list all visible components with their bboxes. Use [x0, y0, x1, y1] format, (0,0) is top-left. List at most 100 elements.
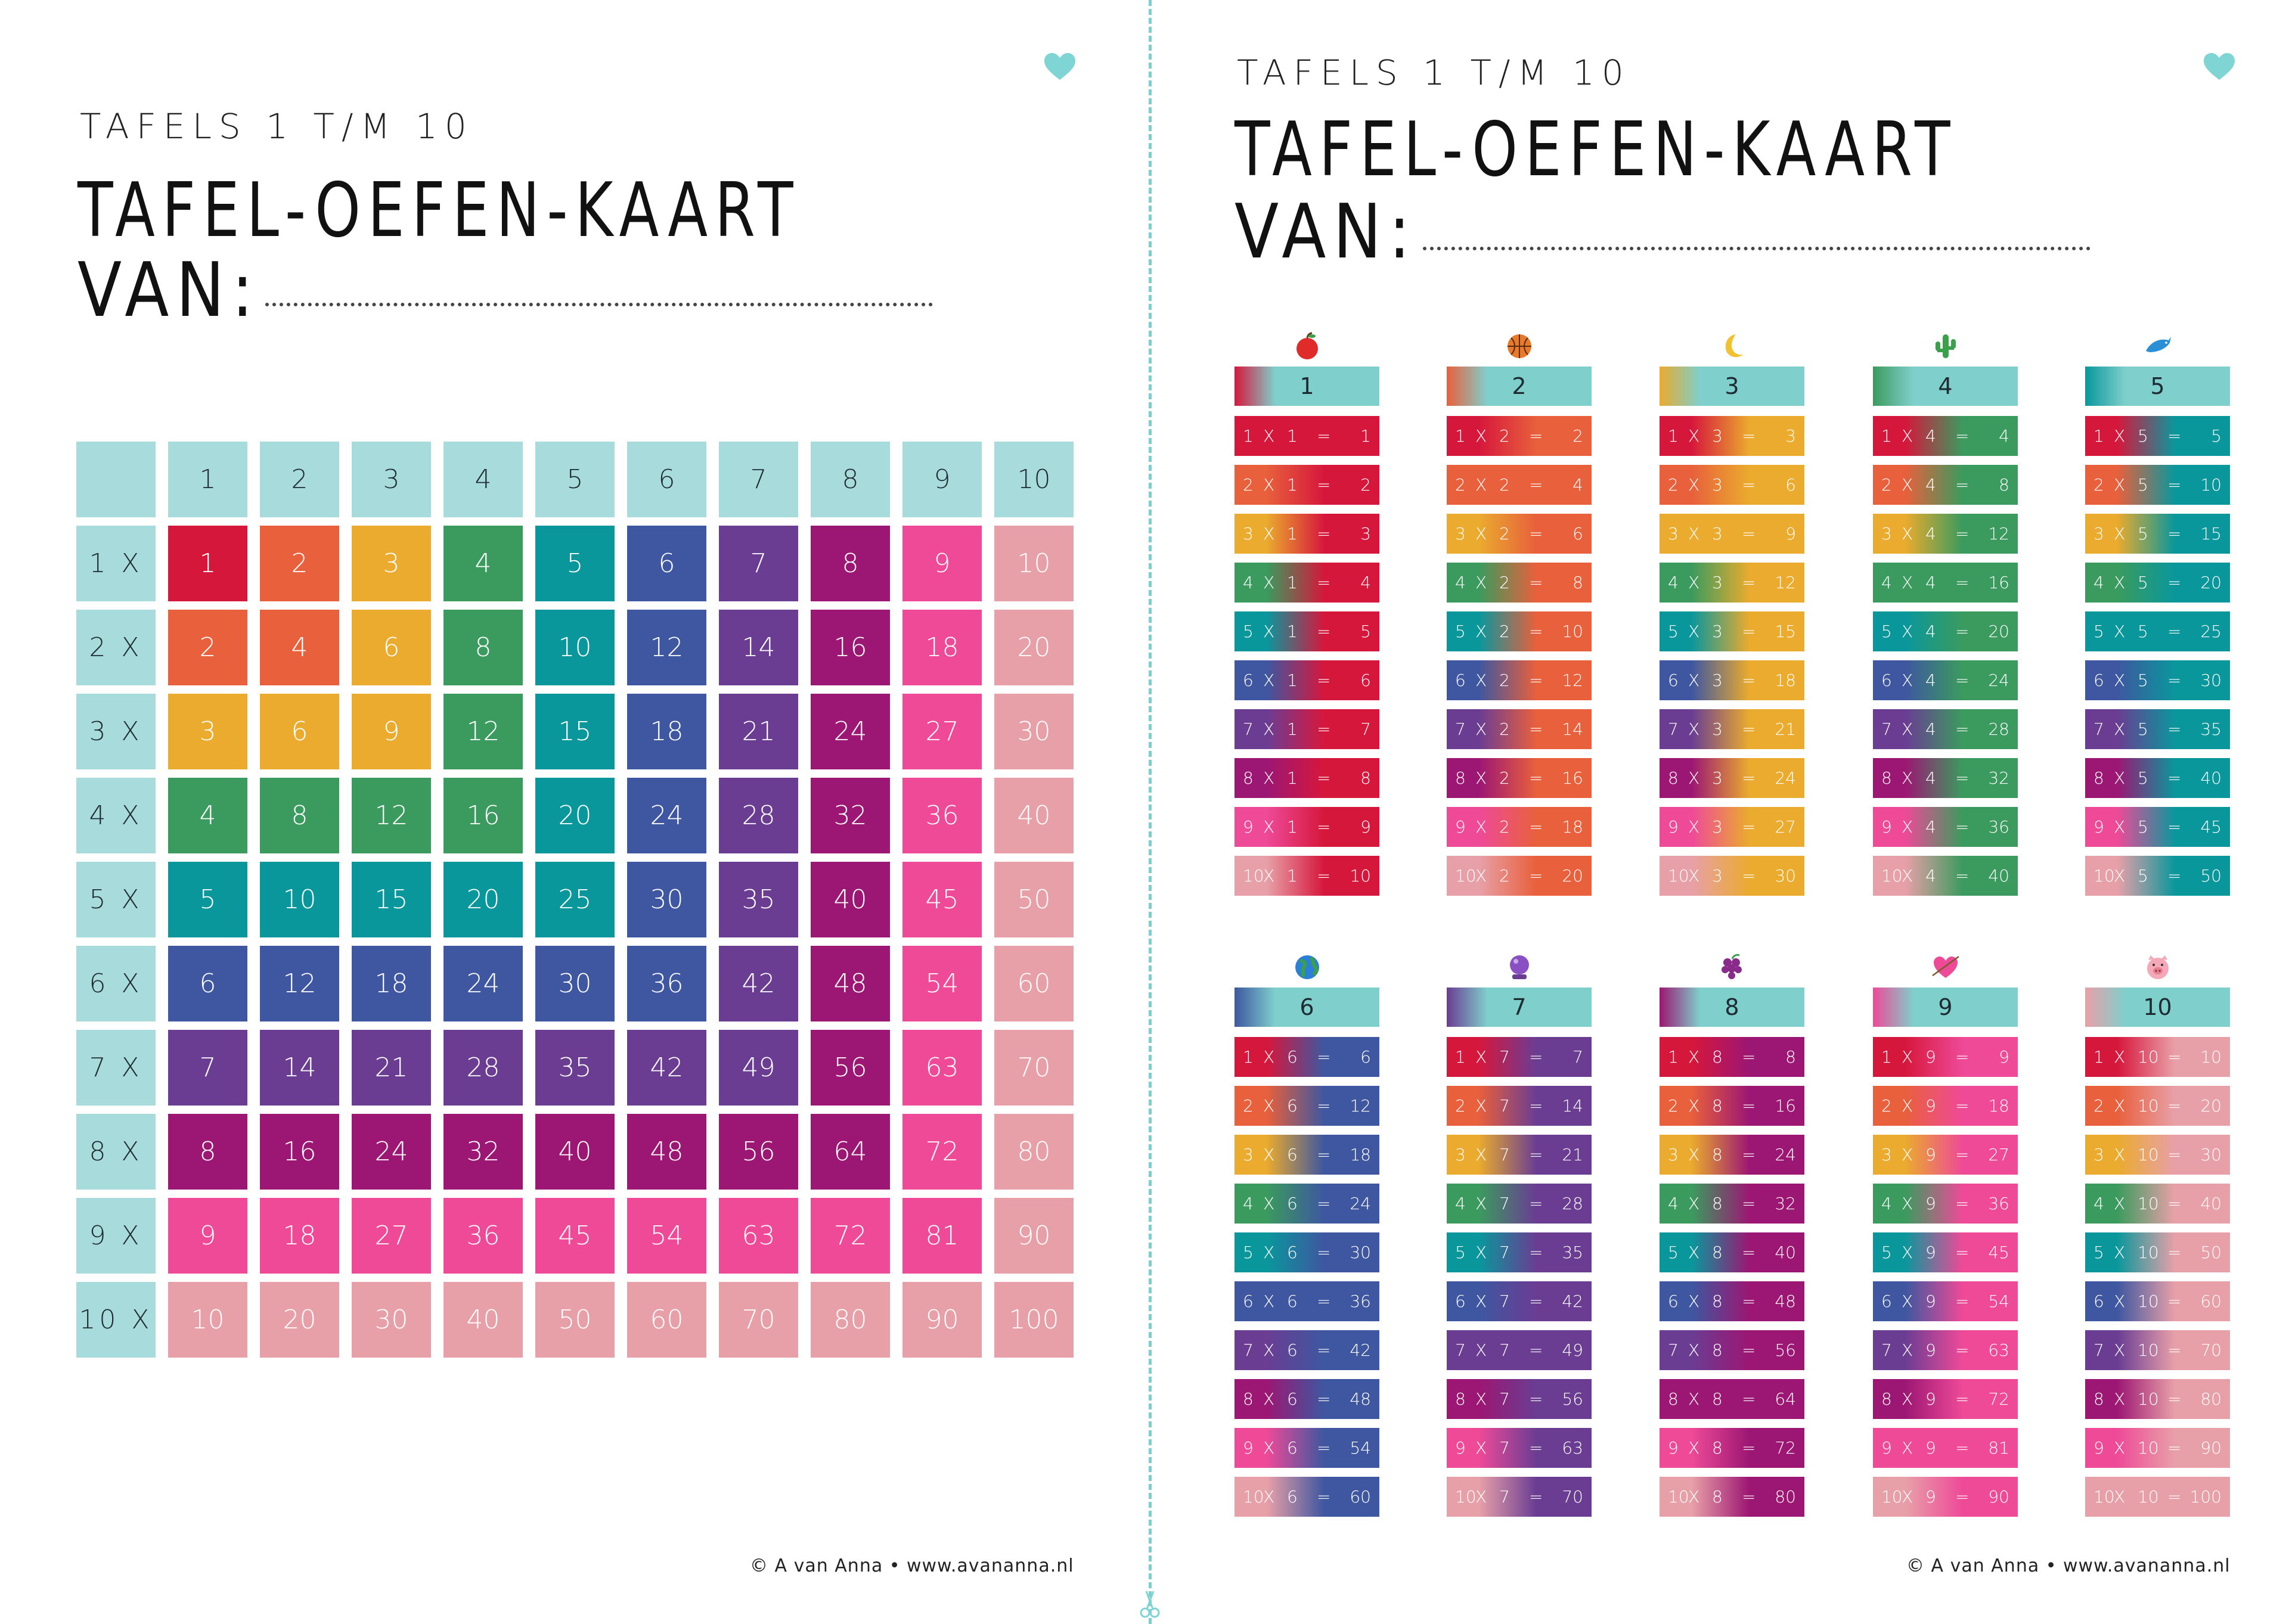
row-table-number: 7: [1499, 1340, 1510, 1360]
row-table-number: 5: [2138, 719, 2148, 739]
row-result: 8: [1360, 768, 1371, 788]
row-table-number: 3: [1712, 866, 1723, 886]
row-multiplier: 10: [1668, 1487, 1689, 1507]
grid-row-label: 1 X: [76, 526, 156, 601]
row-equals-sign: =: [1955, 1145, 1969, 1165]
row-multiplier: 8: [1243, 768, 1254, 788]
name-line[interactable]: [265, 303, 933, 306]
moon-icon: [1725, 334, 1743, 358]
row-times-sign: X: [1902, 1096, 1913, 1116]
row-times-sign: X: [1475, 524, 1487, 544]
row-multiplier: 2: [1668, 475, 1679, 495]
row-times-sign: X: [1475, 1291, 1487, 1311]
row-multiplier: 4: [2093, 1194, 2104, 1213]
table-row: 5 X 5 = 25: [2085, 611, 2230, 651]
grid-cell: 56: [811, 1030, 890, 1106]
row-result: 20: [1988, 622, 2009, 641]
row-result: 56: [1775, 1340, 1796, 1360]
row-equals-sign: =: [2167, 1487, 2182, 1507]
row-table-number: 7: [1499, 1243, 1510, 1262]
grid-cell: 18: [260, 1198, 339, 1274]
row-multiplier: 9: [2093, 1438, 2104, 1458]
row-result: 32: [1988, 768, 2009, 788]
row-equals-sign: =: [1742, 1389, 1756, 1409]
row-multiplier: 3: [1243, 1145, 1254, 1165]
table-row: 8 X 10 = 80: [2085, 1379, 2230, 1419]
row-result: 10: [2200, 475, 2222, 495]
table-row: 3 X 1 = 3: [1235, 514, 1379, 554]
row-equals-sign: =: [1529, 1340, 1543, 1360]
row-result: 12: [1988, 524, 2009, 544]
left-page: TAFELS 1 T/M 10 TAFEL-OEFEN-KAART VAN: 1…: [0, 0, 1144, 1624]
row-multiplier: 4: [1455, 573, 1466, 592]
grid-cell: 20: [535, 778, 615, 853]
row-table-number: 10: [2138, 1145, 2159, 1165]
table-row: 7 X 3 = 21: [1660, 709, 1804, 749]
row-result: 7: [1360, 719, 1371, 739]
row-equals-sign: =: [1742, 1438, 1756, 1458]
row-times-sign: X: [1263, 1096, 1275, 1116]
grid-cell: 42: [627, 1030, 706, 1106]
table-row: 9 X 9 = 81: [1873, 1428, 2018, 1468]
row-result: 80: [2200, 1389, 2222, 1409]
row-table-number: 7: [1499, 1389, 1510, 1409]
grid-cell: 60: [627, 1282, 706, 1358]
row-table-number: 10: [2138, 1389, 2159, 1409]
table-row: 9 X 5 = 45: [2085, 807, 2230, 847]
row-multiplier: 4: [1668, 1194, 1679, 1213]
row-equals-sign: =: [1529, 866, 1543, 886]
row-times-sign: X: [1263, 866, 1275, 886]
row-result: 4: [1999, 426, 2009, 446]
row-equals-sign: =: [1955, 768, 1969, 788]
table-row: 4 X 2 = 8: [1447, 563, 1592, 603]
table-header: 1: [1235, 367, 1379, 406]
row-equals-sign: =: [2167, 1438, 2182, 1458]
row-times-sign: X: [2114, 1340, 2126, 1360]
table-row: 7 X 7 = 49: [1447, 1330, 1592, 1370]
grid-cell: 1: [168, 526, 247, 601]
row-result: 24: [1775, 1145, 1796, 1165]
grid-column-header: 2: [260, 442, 339, 517]
name-line[interactable]: [1423, 247, 2091, 250]
row-table-number: 7: [1499, 1438, 1510, 1458]
row-multiplier: 7: [1668, 719, 1679, 739]
table-header: 10: [2085, 988, 2230, 1027]
table-row: 7 X 10 = 70: [2085, 1330, 2230, 1370]
row-table-number: 6: [1287, 1291, 1298, 1311]
row-result: 81: [1988, 1438, 2009, 1458]
grid-cell: 90: [994, 1198, 1074, 1274]
row-multiplier: 3: [2093, 524, 2104, 544]
row-table-number: 2: [1499, 622, 1510, 641]
row-equals-sign: =: [1529, 719, 1543, 739]
row-equals-sign: =: [2167, 768, 2182, 788]
row-times-sign: X: [1475, 1194, 1487, 1213]
row-result: 36: [1988, 817, 2009, 837]
row-times-sign: X: [1263, 573, 1275, 592]
row-table-number: 8: [1712, 1243, 1723, 1262]
row-times-sign: X: [1902, 1291, 1913, 1311]
grid-cell: 40: [535, 1114, 615, 1190]
row-times-sign: X: [1902, 1438, 1913, 1458]
grid-cell: 8: [811, 526, 890, 601]
grid-cell: 21: [719, 694, 798, 769]
row-result: 36: [1988, 1194, 2009, 1213]
table-row: 9 X 4 = 36: [1873, 807, 2018, 847]
row-equals-sign: =: [1955, 1291, 1969, 1311]
table-row: 1 X 5 = 5: [2085, 416, 2230, 456]
row-equals-sign: =: [1529, 622, 1543, 641]
row-table-number: 8: [1712, 1389, 1723, 1409]
row-result: 12: [1775, 573, 1796, 592]
row-table-number: 4: [1925, 866, 1936, 886]
table-row: 7 X 6 = 42: [1235, 1330, 1379, 1370]
row-table-number: 3: [1712, 475, 1723, 495]
row-multiplier: 4: [1668, 573, 1679, 592]
row-result: 60: [2200, 1291, 2222, 1311]
table-row: 10 X 9 = 90: [1873, 1477, 2018, 1517]
row-table-number: 10: [2138, 1487, 2159, 1507]
table-row: 9 X 3 = 27: [1660, 807, 1804, 847]
table-row: 4 X 10 = 40: [2085, 1184, 2230, 1224]
dolphin-icon: [2146, 337, 2171, 352]
row-multiplier: 3: [1455, 524, 1466, 544]
table-row: 5 X 6 = 30: [1235, 1232, 1379, 1272]
row-multiplier: 3: [1668, 1145, 1679, 1165]
